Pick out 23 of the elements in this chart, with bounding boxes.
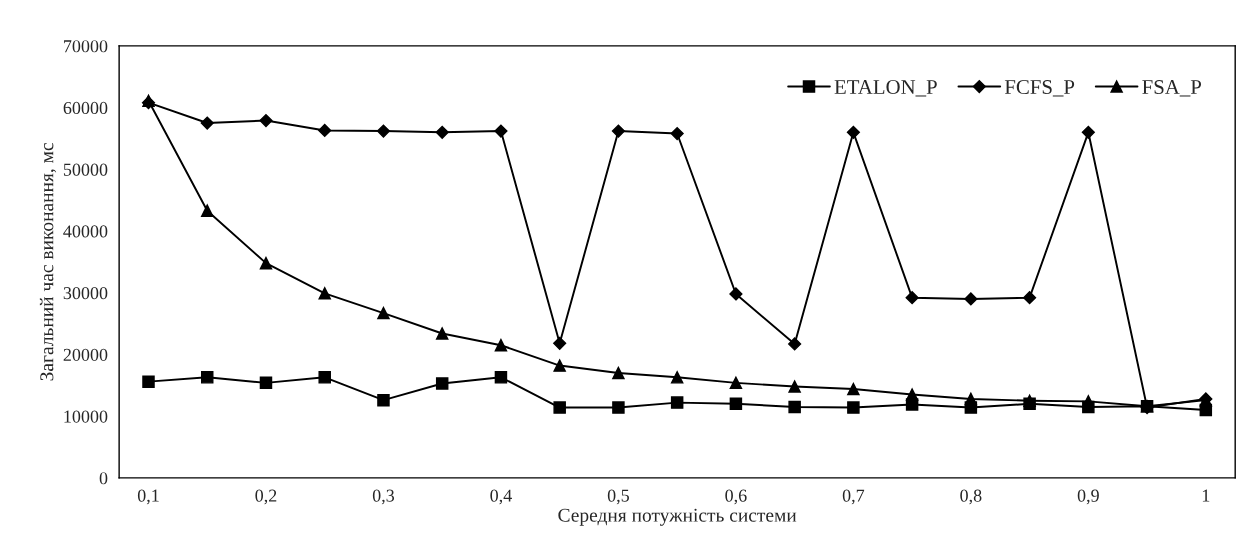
x-tick-label: 0,2 [255, 489, 277, 505]
x-tick-label: 0,6 [725, 489, 747, 505]
x-tick-label: 0,5 [607, 489, 629, 505]
y-tick-label: 10000 [64, 410, 108, 423]
x-tick-label: 0,3 [372, 489, 395, 505]
y-tick-label: 70000 [64, 40, 108, 53]
x-tick-label: 1 [1202, 489, 1210, 502]
y-tick-label: 60000 [63, 101, 108, 115]
y-tick-label: 50000 [63, 163, 108, 176]
x-tick-label: 0,1 [137, 489, 159, 505]
y-tick-label: 20000 [63, 348, 108, 361]
legend-label: ETALON_P [834, 80, 937, 97]
y-tick-label: 0 [99, 472, 108, 485]
legend-label: FCFS_P [1004, 80, 1075, 97]
x-tick-label: 0,8 [960, 489, 982, 505]
x-axis-title: Середня потужність системи [558, 508, 797, 526]
legend-label: FSA_P [1142, 80, 1202, 97]
y-axis-title: Загальний час виконання, мс [39, 143, 57, 381]
y-tick-label: 30000 [63, 287, 108, 300]
x-tick-label: 0,9 [1077, 489, 1099, 505]
x-tick-label: 0,7 [842, 489, 865, 505]
x-tick-label: 0,4 [490, 489, 512, 505]
y-tick-label: 40000 [63, 225, 108, 238]
